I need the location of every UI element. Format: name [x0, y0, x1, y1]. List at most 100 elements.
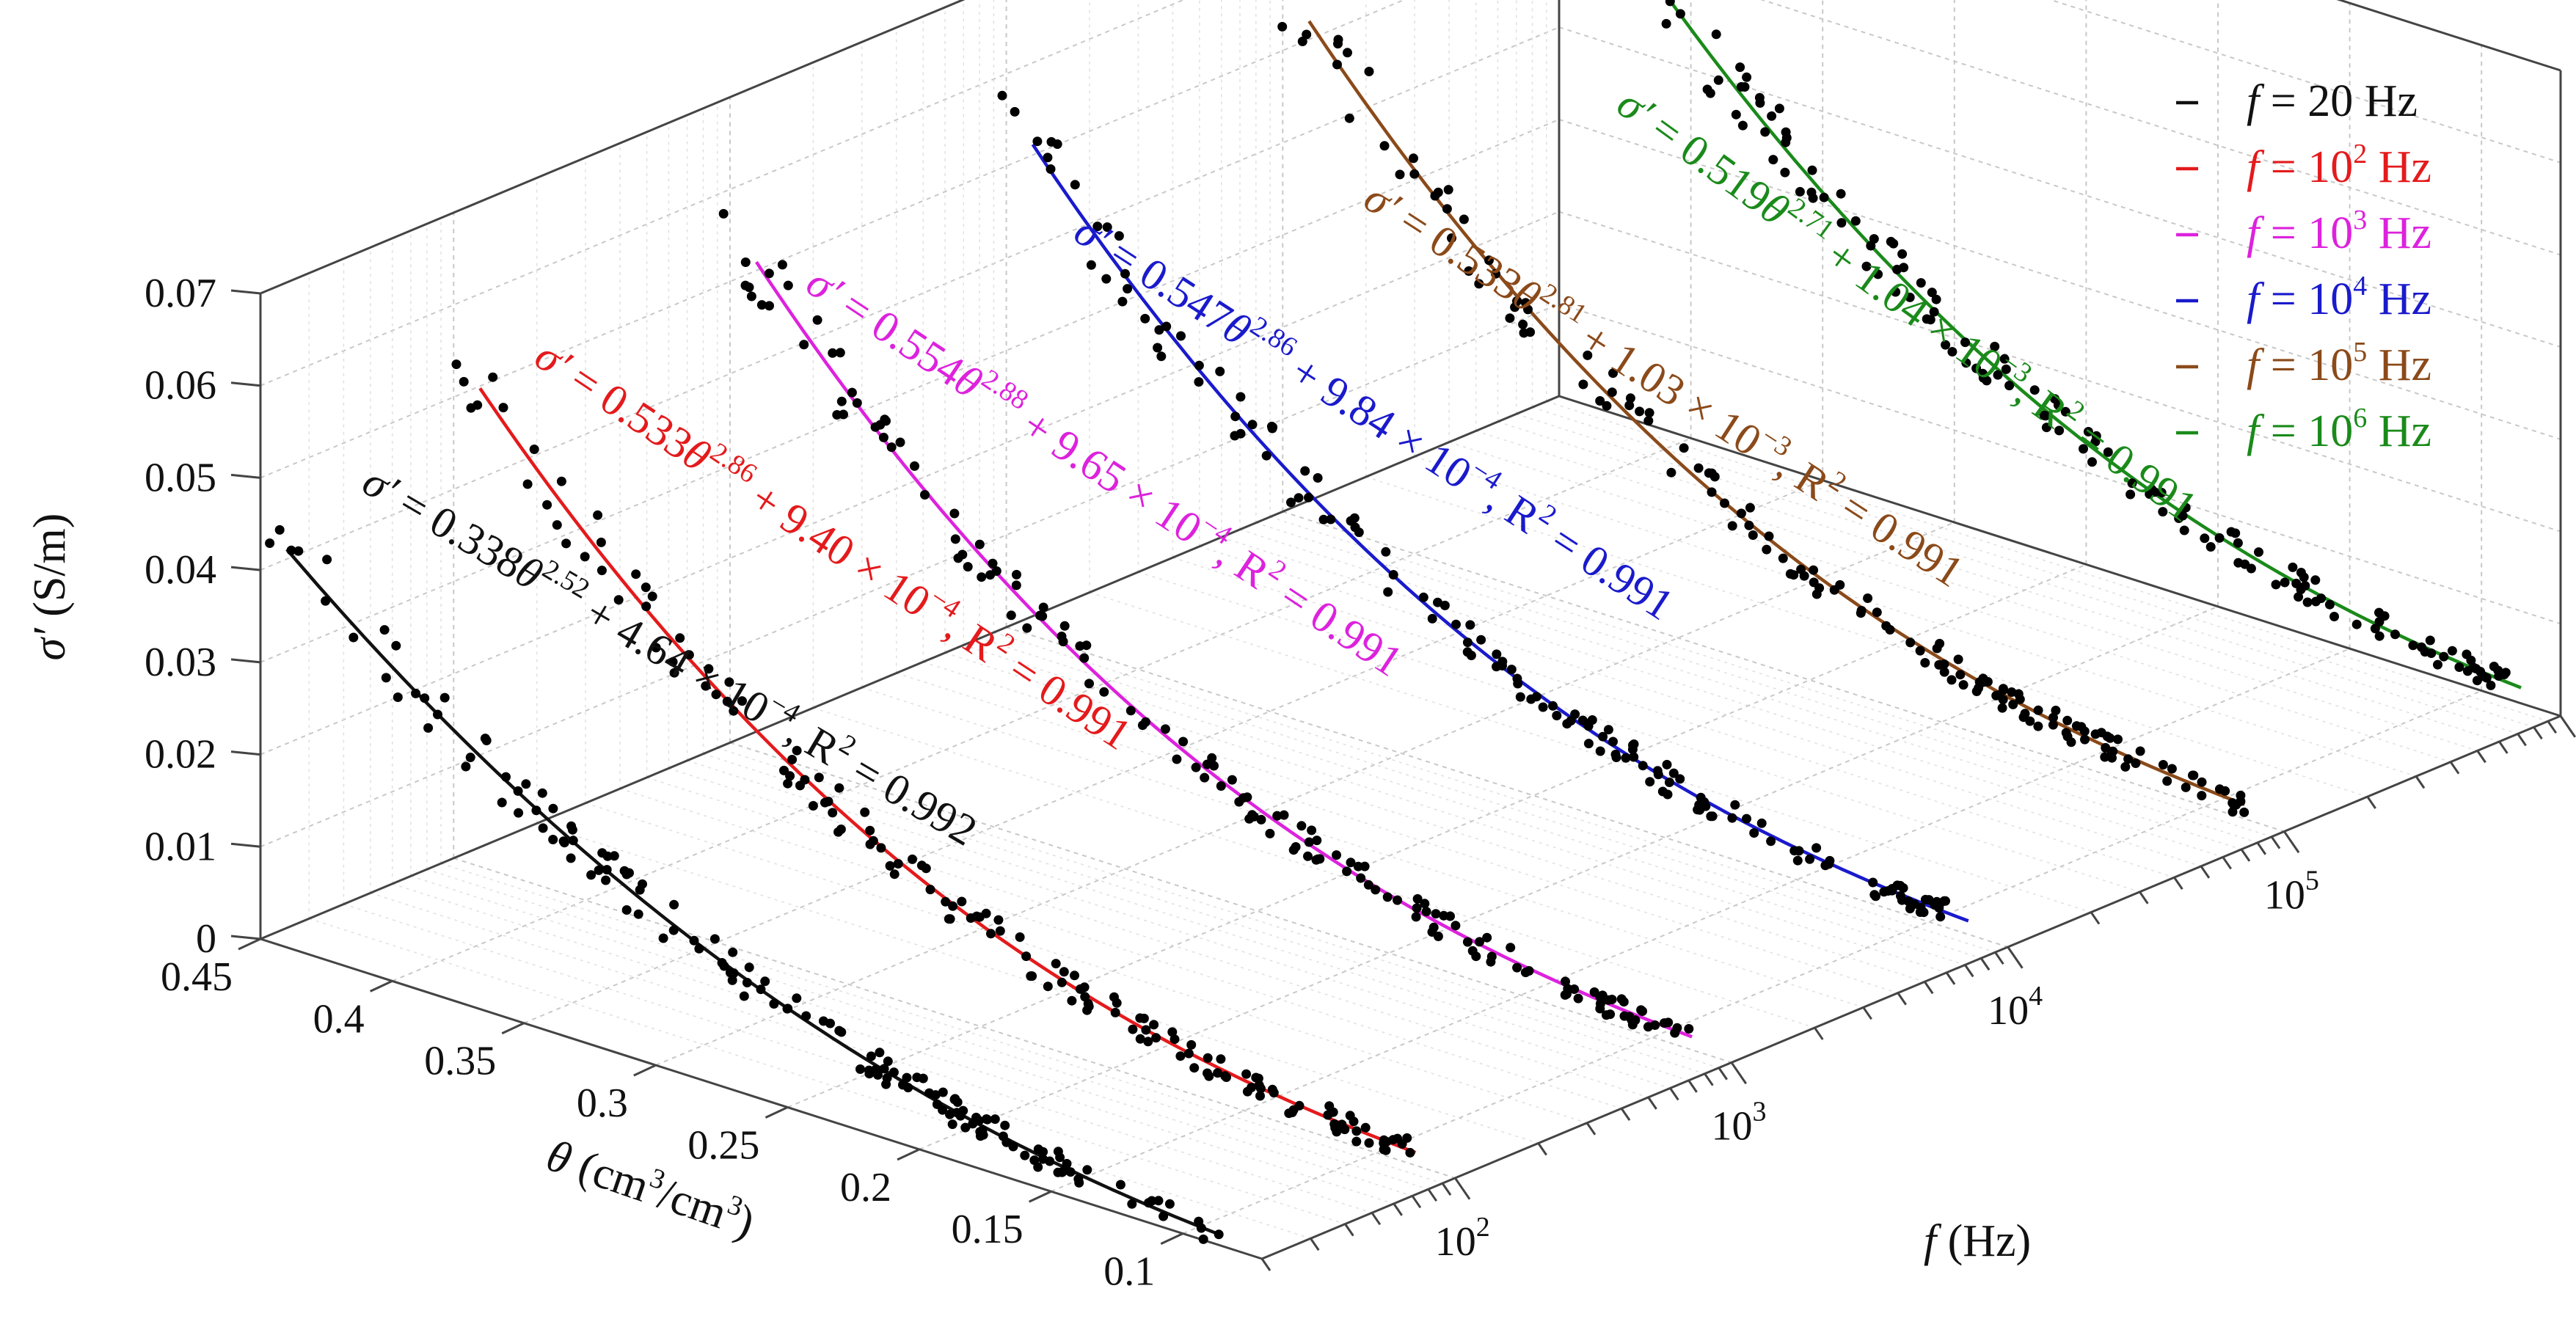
data-point	[1234, 797, 1244, 807]
data-point	[1661, 18, 1671, 29]
data-point	[2390, 629, 2400, 640]
y-tick-base: 10	[2264, 872, 2305, 918]
data-point	[1602, 401, 1612, 411]
grid-line-floor-f	[1006, 626, 2008, 948]
data-point	[783, 1004, 793, 1014]
data-point	[1329, 1119, 1340, 1129]
z-axis-symbol: σ′	[25, 627, 75, 661]
data-point	[727, 975, 737, 985]
data-point	[1939, 667, 1949, 677]
data-point	[1147, 1196, 1157, 1206]
eq-r-value: = 0.991	[2059, 406, 2206, 531]
fit-equation: σ′ = 0.533θ2.86 + 9.40 × 10−4, R2 = 0.99…	[527, 327, 1142, 759]
data-point	[381, 673, 391, 683]
data-point	[1603, 995, 1613, 1005]
data-point	[990, 1114, 1000, 1125]
data-point	[978, 1130, 988, 1140]
data-point	[593, 510, 603, 520]
data-point	[349, 632, 359, 643]
data-point	[855, 1064, 865, 1074]
data-point	[2417, 642, 2426, 652]
data-point	[1625, 393, 1635, 403]
data-point	[602, 851, 613, 861]
data-point	[1200, 772, 1210, 783]
series-fit-curve	[478, 387, 1417, 1155]
data-point	[2296, 568, 2306, 577]
data-point	[1462, 637, 1473, 648]
data-point	[1442, 204, 1452, 214]
data-point	[2090, 729, 2101, 739]
data-point	[1101, 274, 1112, 284]
data-point	[1836, 189, 1846, 199]
data-point	[764, 268, 774, 279]
data-point	[2181, 782, 2191, 792]
y-minor-tick-mark	[1687, 1079, 1698, 1093]
data-point	[1141, 1025, 1151, 1035]
legend-unit: Hz	[2367, 274, 2431, 324]
data-point	[908, 854, 917, 864]
data-point	[1333, 39, 1343, 49]
eq-r-value: = 0.992	[835, 739, 985, 855]
data-point	[783, 280, 793, 290]
data-point	[1476, 635, 1486, 645]
data-point	[1811, 589, 1822, 599]
data-point	[889, 1067, 899, 1078]
data-point	[1789, 570, 1799, 580]
data-point	[556, 476, 566, 486]
y-minor-tick-mark	[1344, 1223, 1354, 1237]
grid-line-floor-f-minor	[1414, 456, 2417, 778]
data-point	[1811, 843, 1822, 853]
data-point	[321, 596, 331, 606]
data-point	[991, 566, 1001, 576]
data-point	[1203, 1053, 1213, 1063]
data-point	[1431, 909, 1441, 919]
data-point	[834, 783, 844, 793]
grid-line-side-sigma	[2338, 0, 2561, 71]
data-point	[1897, 895, 1907, 905]
data-point	[514, 808, 524, 818]
data-point	[1379, 1144, 1389, 1155]
data-point	[2162, 776, 2172, 786]
data-point	[586, 870, 596, 880]
data-point	[1624, 401, 1635, 411]
data-point	[1127, 1199, 1137, 1209]
data-point	[1829, 585, 1839, 595]
data-point	[1015, 932, 1025, 942]
data-point	[1021, 951, 1032, 962]
data-point	[1381, 546, 1391, 557]
data-point	[1701, 801, 1711, 811]
data-point	[944, 914, 954, 924]
x-axis-unit: (cm	[561, 1138, 655, 1212]
data-point	[1067, 995, 1077, 1006]
data-point	[1214, 1229, 1224, 1240]
data-point	[982, 1114, 993, 1125]
data-point	[1611, 753, 1621, 762]
z-tick-mark	[230, 935, 261, 940]
data-point	[2102, 731, 2112, 742]
y-minor-tick-mark	[2415, 775, 2426, 789]
data-point	[1898, 883, 1908, 893]
data-point	[1353, 861, 1363, 871]
y-minor-tick-mark	[2476, 750, 2486, 764]
data-point	[1538, 702, 1548, 712]
data-point	[2061, 728, 2071, 738]
data-point	[2079, 444, 2088, 454]
data-point	[1420, 899, 1430, 909]
data-point	[274, 524, 285, 535]
data-point	[391, 640, 401, 651]
grid-line-floor-theta	[787, 563, 2087, 1108]
data-point	[1128, 1024, 1138, 1034]
data-point	[2178, 511, 2188, 521]
data-point	[711, 690, 721, 700]
data-point	[1756, 818, 1767, 828]
data-point	[1809, 565, 1819, 575]
y-minor-tick-mark	[1814, 1027, 1824, 1040]
data-point	[1548, 701, 1558, 711]
data-point	[1946, 675, 1957, 685]
data-point	[779, 765, 789, 775]
data-point	[1032, 136, 1043, 147]
eq-offset: + 4.64 × 10	[568, 582, 778, 733]
data-point	[1635, 406, 1645, 417]
data-point	[2288, 562, 2298, 572]
